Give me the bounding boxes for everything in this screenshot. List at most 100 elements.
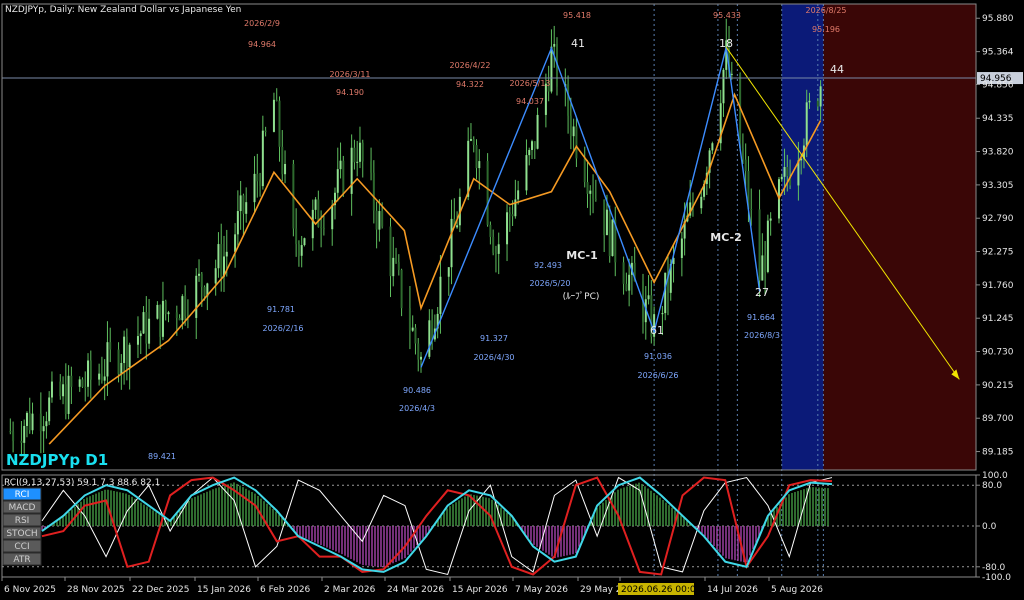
price-tick-label: 95.880 — [982, 14, 1014, 24]
candle-body — [361, 142, 364, 162]
indicator-tick-label: -100.0 — [982, 573, 1011, 583]
annotation-red: 95.196 — [812, 25, 840, 34]
time-tick-label: 15 Apr 2026 — [452, 585, 508, 595]
candle-body — [397, 261, 400, 270]
candle-body — [650, 295, 653, 337]
candle-body — [700, 196, 703, 209]
annotation-blue: 2026/6/26 — [637, 371, 678, 380]
candle-body — [314, 199, 317, 210]
candle-body — [761, 255, 764, 281]
candle-body — [98, 373, 101, 380]
candle-body — [217, 244, 220, 269]
indicator-button-rsi[interactable] — [2, 513, 42, 527]
candle-body — [203, 286, 206, 297]
candle-body — [528, 149, 531, 156]
candle-body — [64, 384, 67, 414]
indicator-button-label: MACD — [9, 503, 36, 513]
candle-body — [253, 173, 256, 203]
candle-body — [178, 317, 181, 321]
annotation-blue: 91.781 — [267, 305, 295, 314]
annotation-red: 2026/8/25 — [805, 6, 846, 15]
candle-body — [608, 209, 611, 257]
price-tick-label: 92.275 — [982, 248, 1014, 258]
indicator-tick-label: -80.0 — [982, 563, 1006, 573]
candle-body — [136, 336, 139, 345]
moving-average-line — [48, 92, 822, 445]
annotation-red: 95.433 — [713, 11, 741, 20]
candle-body — [297, 243, 300, 256]
candle-body — [275, 99, 278, 101]
candle-body — [408, 308, 411, 331]
candle-body — [789, 176, 792, 186]
candle-body — [300, 245, 303, 256]
candle-body — [272, 99, 275, 132]
candle-body — [50, 381, 53, 398]
candle-body — [320, 226, 323, 228]
candle-body — [317, 199, 320, 227]
trend-line-segment — [725, 46, 960, 380]
indicator-button-macd[interactable] — [2, 500, 42, 514]
indicator-button-stoch[interactable] — [2, 526, 42, 540]
indicator-button-atr[interactable] — [2, 552, 42, 566]
candle-body — [469, 139, 472, 141]
indicator-buttons[interactable]: RCI MACD RSI STOCH CCI ATR — [2, 487, 42, 566]
indicator-button-cci[interactable] — [2, 539, 42, 553]
trend-line — [725, 46, 960, 380]
annotation-blue: 89.421 — [148, 452, 176, 461]
candle-body — [680, 238, 683, 258]
candle-body — [492, 236, 495, 253]
annotation-blue: 2026/4/30 — [473, 353, 514, 362]
price-tick-label: 91.760 — [982, 281, 1014, 291]
time-axis: 6 Nov 2025 28 Nov 2025 22 Dec 2025 15 Jan 2… — [1, 577, 823, 595]
candle-body — [339, 160, 342, 170]
candle-body — [661, 313, 664, 315]
candle-body — [206, 283, 209, 297]
price-tick-label: 90.730 — [982, 348, 1014, 358]
candle-body — [472, 139, 475, 145]
candle-body — [456, 225, 459, 228]
candle-body — [23, 425, 26, 443]
time-tick-label: 24 Mar 2026 — [387, 585, 444, 595]
candle-body — [256, 173, 259, 182]
indicator-button-rci[interactable] — [2, 487, 42, 501]
candle-body — [278, 100, 281, 147]
candle-body — [20, 440, 23, 443]
candle-body — [303, 238, 306, 246]
indicator-tick-label: 80.0 — [982, 481, 1002, 491]
zigzag-line — [420, 46, 761, 368]
candle-body — [683, 221, 686, 239]
candle-body — [70, 375, 73, 387]
indicator-button-label: CCI — [14, 542, 29, 552]
candle-body — [264, 130, 267, 132]
candle-body — [81, 379, 84, 387]
rci-series-line — [41, 476, 833, 576]
candle-body — [284, 163, 287, 175]
candle-body — [414, 327, 417, 344]
candle-body — [245, 202, 248, 214]
candle-body — [125, 336, 128, 368]
annotation-label: 61 — [650, 324, 664, 337]
candle-body — [728, 40, 731, 75]
indicator-tick-label: 0.0 — [982, 522, 997, 532]
annotation-blue: 91.327 — [480, 334, 508, 343]
trend-arrow-head — [951, 369, 960, 380]
highlight-zone — [823, 4, 976, 470]
time-tick-label: 22 Dec 2025 — [132, 585, 190, 595]
candle-body — [764, 255, 767, 272]
candle-body — [261, 130, 264, 187]
candle-body — [533, 141, 536, 149]
time-tick-label: 29 May 2026 — [580, 585, 639, 595]
candle-body — [411, 327, 414, 331]
candle-body — [711, 143, 714, 151]
candle-body — [725, 40, 728, 70]
candle-body — [475, 144, 478, 169]
candle-body — [358, 142, 361, 162]
candle-body — [31, 413, 34, 431]
candle-body — [181, 296, 184, 321]
candle-body — [109, 342, 112, 350]
candle-body — [575, 126, 578, 159]
candle-body — [184, 296, 187, 317]
candle-body — [614, 219, 617, 263]
time-tick-label: 6 Nov 2025 — [4, 585, 56, 595]
